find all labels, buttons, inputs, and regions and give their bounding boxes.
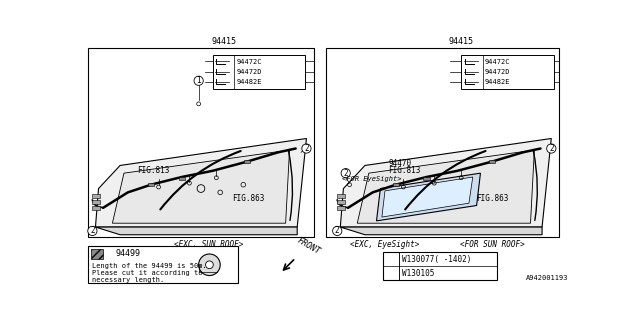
Text: W130077( -1402): W130077( -1402) (402, 255, 471, 264)
Text: 2: 2 (304, 144, 308, 153)
Text: 94470: 94470 (388, 159, 411, 168)
Bar (148, 183, 154, 186)
Text: FIG.813: FIG.813 (137, 166, 170, 175)
Circle shape (88, 226, 97, 236)
Text: <EXC, SUN ROOF>: <EXC, SUN ROOF> (174, 240, 243, 249)
Text: Please cut it according to: Please cut it according to (92, 270, 202, 276)
Circle shape (198, 254, 220, 276)
Bar (91, 249, 103, 259)
Text: FIG.863: FIG.863 (232, 194, 264, 203)
Bar (383, 252, 497, 280)
Text: 2: 2 (389, 270, 393, 276)
Bar (393, 183, 399, 186)
Circle shape (302, 144, 311, 153)
Text: 2: 2 (344, 169, 348, 178)
Bar (489, 160, 495, 163)
Text: 94472C: 94472C (485, 59, 511, 65)
Bar (92, 200, 100, 204)
Polygon shape (340, 227, 542, 235)
Text: FIG.813: FIG.813 (388, 166, 420, 175)
Text: necessary length.: necessary length. (92, 277, 164, 283)
Bar (424, 177, 429, 180)
Text: <EXC, EyeSight>: <EXC, EyeSight> (349, 240, 419, 249)
Circle shape (547, 144, 556, 153)
Bar (461, 55, 554, 89)
Text: <FOR SUN ROOF>: <FOR SUN ROOF> (460, 240, 524, 249)
Bar (88, 246, 238, 283)
Text: 94415: 94415 (449, 37, 474, 46)
Text: 94482E: 94482E (485, 78, 511, 84)
Circle shape (333, 226, 342, 236)
Circle shape (387, 256, 395, 263)
Polygon shape (95, 139, 307, 227)
Polygon shape (95, 227, 297, 235)
Text: 94482E: 94482E (236, 78, 262, 84)
Bar (337, 194, 345, 198)
Bar (92, 206, 100, 210)
Polygon shape (382, 177, 473, 217)
Text: <FOR EyeSight>: <FOR EyeSight> (342, 176, 401, 182)
Bar (92, 194, 100, 198)
Circle shape (106, 250, 113, 258)
Text: 1: 1 (196, 76, 201, 85)
Text: Length of the 94499 is 50m.: Length of the 94499 is 50m. (92, 263, 206, 269)
Bar (212, 55, 305, 89)
Circle shape (387, 269, 395, 277)
Text: 94472D: 94472D (485, 68, 511, 75)
Text: 2: 2 (549, 144, 554, 153)
Text: FRONT: FRONT (296, 236, 322, 256)
Circle shape (194, 76, 204, 85)
Polygon shape (357, 150, 534, 223)
Bar (337, 200, 345, 204)
Text: A942001193: A942001193 (525, 275, 568, 281)
Text: 94415: 94415 (212, 37, 237, 46)
Polygon shape (113, 150, 289, 223)
Bar (244, 160, 250, 163)
Text: W130105: W130105 (402, 269, 435, 278)
Bar (337, 206, 345, 210)
Circle shape (205, 261, 213, 268)
Polygon shape (340, 139, 551, 227)
Bar (326, 48, 559, 237)
Bar (88, 48, 314, 237)
Text: 2: 2 (335, 227, 340, 236)
Text: 94499: 94499 (115, 250, 141, 259)
Text: 1: 1 (389, 256, 393, 262)
Bar (179, 177, 185, 180)
Polygon shape (376, 173, 481, 221)
Text: 94472D: 94472D (236, 68, 262, 75)
Circle shape (341, 169, 350, 178)
Text: 3: 3 (107, 251, 111, 257)
Text: 2: 2 (90, 227, 95, 236)
Text: 94472C: 94472C (236, 59, 262, 65)
Text: FIG.863: FIG.863 (477, 194, 509, 203)
